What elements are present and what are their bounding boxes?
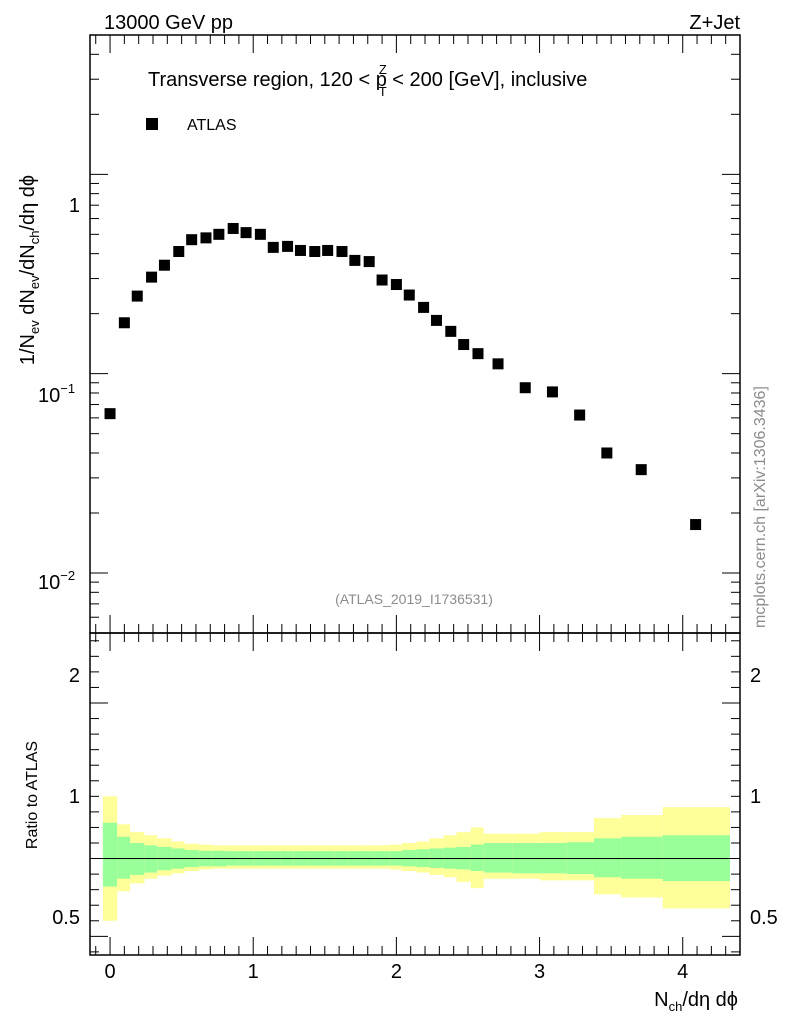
ratio-frame (89, 632, 741, 956)
inner-band-bin (470, 844, 484, 871)
data-point (227, 222, 239, 234)
data-point (519, 382, 531, 394)
data-point (430, 314, 442, 326)
data-point (186, 234, 198, 246)
header-right: Z+Jet (689, 12, 740, 34)
ratio-ytick-right-0.5: 0.5 (750, 907, 778, 929)
xtick-label-2: 2 (391, 961, 402, 983)
analysis-annotation: (ATLAS_2019_I1736531) (335, 591, 493, 607)
data-point (418, 301, 430, 313)
ratio-ytick-left-0.5: 0.5 (52, 907, 80, 929)
ratio-ytick-right-2: 2 (750, 665, 761, 687)
xtick-label-4: 4 (677, 961, 688, 983)
data-points (104, 222, 702, 531)
data-point (158, 259, 170, 271)
data-point (390, 279, 402, 291)
inner-band-bin (593, 838, 622, 878)
title-main: Transverse region, 120 < p (148, 69, 387, 91)
main-axis-ticks (90, 34, 741, 634)
data-point (200, 232, 212, 244)
data-point (574, 409, 586, 421)
ytick-0.01-exp: −2 (60, 568, 75, 583)
title-subscript: T (379, 84, 387, 99)
inner-band-bin (483, 843, 513, 873)
data-point (601, 447, 613, 459)
xtick-label-0: 0 (104, 961, 115, 983)
data-point (376, 274, 388, 286)
title-superscript: Z (379, 62, 387, 77)
ytick-0.1-exp: −1 (60, 381, 75, 396)
ratio-ytick-left-1: 1 (69, 786, 80, 808)
plot-title: Transverse region, 120 < pZ T < 200 [GeV]… (148, 62, 587, 99)
mcplots-label: mcplots.cern.ch [arXiv:1306.3436] (752, 386, 769, 628)
data-point (104, 408, 116, 420)
data-point (146, 271, 158, 283)
data-point (458, 339, 470, 351)
data-point (282, 240, 294, 252)
inner-band-bin (621, 836, 663, 879)
ytick-label-0.01: 10−2 (38, 568, 75, 594)
data-point (240, 227, 252, 239)
inner-band-bin (117, 836, 131, 879)
data-point (349, 254, 361, 266)
main-ylabel: 1/Nev dNev/dNch/dη dϕ (17, 175, 42, 365)
xtick-label-1: 1 (248, 961, 259, 983)
legend-label: ATLAS (187, 117, 237, 134)
legend-marker (146, 118, 158, 130)
data-point (267, 241, 279, 253)
main-panel: Transverse region, 120 < pZ T < 200 [GeV]… (17, 34, 741, 634)
data-point (294, 244, 306, 256)
ytick-0.01-base: 10 (38, 572, 60, 594)
xtick-labels: 0 1 2 3 4 (104, 961, 688, 983)
data-point (690, 519, 702, 531)
ytick-label-0.1: 10−1 (38, 381, 75, 407)
xtick-label-3: 3 (534, 961, 545, 983)
data-point (118, 317, 130, 329)
data-point (336, 246, 348, 258)
header-left: 13000 GeV pp (104, 12, 233, 34)
ytick-0.1-base: 10 (38, 385, 60, 407)
data-point (131, 290, 143, 302)
data-point (546, 386, 558, 398)
data-point (492, 358, 504, 370)
data-point (213, 228, 225, 240)
ratio-panel: 0.5 1 2 0.5 1 2 Ratio to ATLAS 0 1 2 3 4 Nch… (24, 632, 778, 1014)
ratio-ytick-right-1: 1 (750, 786, 761, 808)
ratio-ytick-left-2: 2 (69, 665, 80, 687)
inner-band-bin (102, 822, 118, 887)
xlabel: Nch/dη dϕ (654, 989, 738, 1014)
data-point (403, 289, 415, 301)
title-tail: < 200 [GeV], inclusive (387, 69, 588, 91)
data-point (254, 228, 266, 240)
data-point (363, 256, 375, 268)
data-point (322, 244, 334, 256)
data-point (173, 246, 185, 258)
data-point (309, 246, 321, 258)
data-point (635, 464, 647, 476)
data-point (472, 348, 484, 360)
ytick-label-1: 1 (69, 195, 80, 217)
data-point (445, 325, 457, 337)
ratio-ylabel: Ratio to ATLAS (24, 741, 41, 849)
ratio-axis-ticks (90, 633, 741, 955)
